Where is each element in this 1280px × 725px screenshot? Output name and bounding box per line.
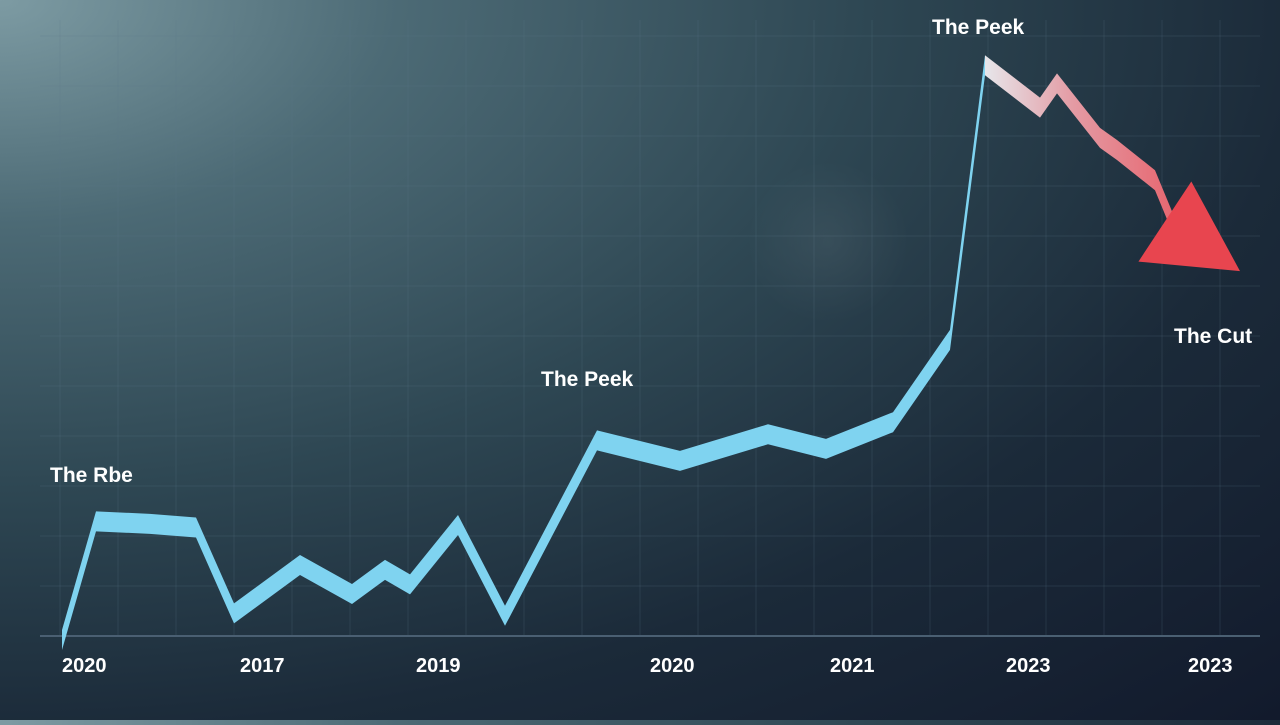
- data-point-24: [1238, 277, 1242, 281]
- x-tick-layer: 2020 2017 2019 2020 2021 2023 2023: [62, 655, 1233, 677]
- annotation-label: The Rbe: [50, 464, 133, 487]
- annotation-label: The Cut: [1174, 325, 1252, 348]
- annotation-layer: The Rbe The Peek The Peek The Cut: [50, 16, 1252, 487]
- x-tick-label: 2020: [62, 655, 107, 677]
- x-tick-label: 2023: [1188, 655, 1233, 677]
- background-glow: [746, 160, 910, 324]
- x-tick-label: 2019: [416, 655, 461, 677]
- x-tick-label: 2023: [1006, 655, 1051, 677]
- annotation-label: The Peek: [541, 368, 634, 391]
- x-tick-label: 2020: [650, 655, 695, 677]
- series-end-arrow-head: [1138, 181, 1240, 272]
- series-layer: [62, 55, 1242, 650]
- series-fall-ribbon: [985, 55, 1185, 263]
- x-tick-label: 2021: [830, 655, 875, 677]
- x-tick-label: 2017: [240, 655, 285, 677]
- annotation-label: The Peek: [932, 16, 1025, 39]
